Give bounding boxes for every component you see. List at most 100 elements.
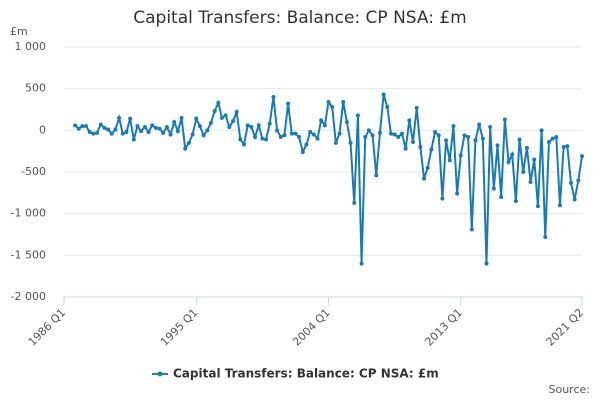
point: [341, 100, 346, 104]
point: [477, 122, 482, 127]
point: [535, 204, 540, 209]
point: [521, 170, 526, 174]
y-tick-label: -2 000: [11, 290, 46, 303]
point: [381, 92, 386, 97]
point: [433, 130, 438, 134]
point: [473, 138, 478, 143]
point: [234, 110, 239, 114]
x-tick-label: 2013 Q1: [422, 306, 465, 349]
point: [491, 186, 496, 191]
point: [293, 131, 298, 136]
point: [87, 130, 92, 134]
point: [568, 180, 573, 185]
point: [282, 133, 287, 138]
point: [422, 176, 427, 181]
point: [488, 125, 493, 129]
point: [425, 165, 430, 170]
point: [499, 195, 504, 199]
point: [245, 123, 250, 128]
point: [429, 147, 434, 152]
point: [414, 105, 419, 110]
point: [98, 122, 103, 127]
point: [230, 119, 235, 124]
point: [326, 100, 331, 104]
point: [201, 133, 206, 138]
point: [157, 126, 162, 131]
x-tick-label: 1995 Q1: [158, 306, 201, 349]
point: [219, 115, 224, 120]
point: [297, 135, 302, 139]
point: [161, 130, 166, 135]
point: [208, 120, 213, 125]
point: [73, 123, 78, 128]
point: [359, 261, 364, 266]
y-tick-label: -1 500: [11, 248, 46, 261]
point: [374, 173, 379, 178]
y-unit: £m: [10, 25, 28, 38]
legend-label: Capital Transfers: Balance: CP NSA: £m: [173, 367, 439, 381]
point: [532, 157, 537, 162]
point: [267, 121, 272, 126]
point: [106, 127, 111, 132]
point: [183, 146, 188, 151]
point: [466, 135, 471, 139]
legend-marker: [157, 371, 163, 377]
point: [388, 131, 393, 136]
x-tick-label: 1986 Q1: [26, 306, 69, 349]
point: [392, 132, 397, 137]
point: [238, 137, 243, 142]
point: [260, 136, 265, 141]
point: [418, 145, 423, 149]
point: [117, 115, 122, 120]
point: [194, 116, 199, 121]
point: [212, 109, 217, 114]
point: [76, 126, 81, 131]
point: [131, 137, 136, 142]
point: [315, 136, 320, 141]
point: [355, 113, 360, 118]
point: [377, 130, 382, 135]
point: [311, 132, 316, 137]
point: [216, 100, 221, 105]
point: [253, 135, 258, 139]
point: [84, 124, 89, 129]
point: [120, 131, 125, 136]
point: [447, 158, 452, 163]
point: [513, 199, 518, 204]
point: [539, 128, 544, 133]
point: [113, 127, 118, 132]
point: [576, 178, 581, 183]
point: [363, 135, 368, 139]
point: [440, 196, 445, 201]
point: [102, 125, 107, 130]
point: [462, 133, 467, 138]
x-tick-label: 2021 Q2: [544, 306, 587, 349]
point: [480, 136, 485, 141]
point: [561, 145, 566, 149]
chart-title: Capital Transfers: Balance: CP NSA: £m: [133, 8, 466, 28]
point: [91, 131, 96, 136]
point: [580, 154, 584, 159]
point: [546, 140, 551, 144]
point: [95, 130, 100, 135]
source: Source:: [549, 383, 591, 396]
point: [517, 137, 522, 142]
point: [469, 227, 474, 232]
point: [565, 144, 570, 149]
point: [528, 180, 533, 184]
point: [286, 101, 291, 106]
point: [128, 116, 133, 121]
point: [451, 124, 456, 129]
point: [337, 131, 342, 136]
point: [484, 261, 489, 266]
point: [550, 136, 555, 141]
point: [370, 133, 375, 138]
point: [304, 142, 309, 147]
point: [264, 137, 269, 142]
point: [495, 143, 500, 148]
point: [506, 160, 511, 164]
point: [333, 140, 338, 145]
point: [80, 124, 85, 129]
point: [289, 131, 294, 136]
